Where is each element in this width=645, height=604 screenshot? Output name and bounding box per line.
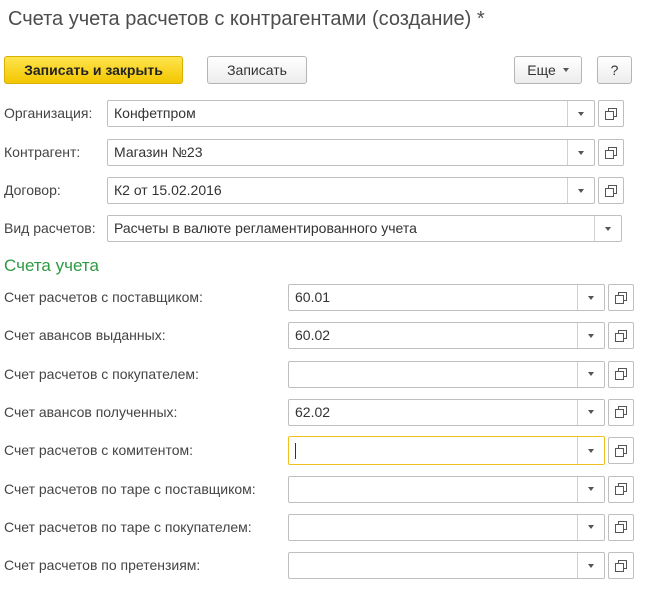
field-label: Счет расчетов с комитентом: bbox=[4, 442, 193, 459]
open-button[interactable] bbox=[608, 552, 634, 580]
field-value: Конфетпром bbox=[114, 105, 196, 121]
dropdown-button[interactable] bbox=[577, 399, 604, 425]
open-icon bbox=[615, 368, 627, 381]
field-label: Счет авансов выданных: bbox=[4, 327, 166, 344]
input-field[interactable] bbox=[288, 360, 605, 388]
save-close-button[interactable]: Записать и закрыть bbox=[4, 56, 183, 84]
open-button[interactable] bbox=[608, 398, 634, 426]
dropdown-button[interactable] bbox=[577, 361, 604, 387]
field-label: Счет расчетов с поставщиком: bbox=[4, 289, 203, 305]
input-field[interactable]: Расчеты в валюте регламентированного уче… bbox=[107, 215, 622, 242]
open-icon bbox=[615, 444, 627, 457]
dropdown-button[interactable] bbox=[577, 285, 604, 310]
input-field[interactable] bbox=[288, 513, 605, 541]
help-button[interactable]: ? bbox=[597, 56, 632, 84]
dropdown-button[interactable] bbox=[577, 553, 604, 579]
open-button[interactable] bbox=[608, 475, 634, 503]
more-button[interactable]: Еще bbox=[514, 56, 582, 84]
input-field[interactable]: 60.01 bbox=[288, 284, 605, 311]
field-label: Контрагент: bbox=[4, 144, 81, 160]
dropdown-button[interactable] bbox=[567, 140, 594, 165]
save-button[interactable]: Записать bbox=[207, 56, 307, 84]
input-field[interactable]: 60.02 bbox=[288, 322, 605, 350]
form-title: Счета учета расчетов с контрагентами (со… bbox=[8, 8, 485, 30]
field-value: Расчеты в валюте регламентированного уче… bbox=[114, 220, 417, 236]
open-icon bbox=[615, 483, 627, 495]
dropdown-button[interactable] bbox=[567, 101, 594, 126]
input-field[interactable] bbox=[288, 552, 605, 580]
dropdown-button[interactable] bbox=[577, 437, 604, 465]
field-value: К2 от 15.02.2016 bbox=[114, 182, 222, 198]
field-value: 62.02 bbox=[295, 403, 331, 420]
open-icon bbox=[615, 406, 627, 419]
open-icon bbox=[615, 559, 627, 572]
open-button[interactable] bbox=[598, 100, 624, 127]
field-label: Организация: bbox=[4, 105, 93, 121]
open-button[interactable] bbox=[598, 139, 624, 166]
dropdown-button[interactable] bbox=[577, 476, 604, 502]
input-field[interactable]: Конфетпром bbox=[107, 100, 595, 127]
field-value: 60.01 bbox=[295, 289, 331, 305]
open-icon bbox=[605, 146, 617, 159]
section-title: Счета учета bbox=[4, 256, 99, 275]
open-icon bbox=[615, 329, 627, 342]
field-label: Счет расчетов по претензиям: bbox=[4, 557, 201, 574]
input-field[interactable]: Магазин №23 bbox=[107, 139, 595, 166]
open-icon bbox=[615, 521, 627, 534]
open-button[interactable] bbox=[608, 284, 634, 311]
field-label: Счет расчетов с покупателем: bbox=[4, 365, 199, 382]
input-field[interactable] bbox=[288, 436, 605, 466]
field-label: Счет расчетов по таре с поставщиком: bbox=[4, 480, 256, 497]
input-field[interactable]: К2 от 15.02.2016 bbox=[107, 177, 595, 204]
dropdown-button[interactable] bbox=[594, 216, 621, 241]
input-field[interactable] bbox=[288, 475, 605, 503]
field-label: Вид расчетов: bbox=[4, 220, 96, 236]
open-button[interactable] bbox=[608, 437, 634, 465]
open-button[interactable] bbox=[608, 513, 634, 541]
field-label: Счет авансов полученных: bbox=[4, 403, 178, 420]
dropdown-button[interactable] bbox=[577, 323, 604, 349]
dropdown-button[interactable] bbox=[577, 514, 604, 540]
more-label: Еще bbox=[527, 62, 556, 78]
input-field[interactable]: 62.02 bbox=[288, 398, 605, 426]
dropdown-button[interactable] bbox=[567, 178, 594, 203]
open-button[interactable] bbox=[608, 360, 634, 388]
open-icon bbox=[605, 184, 617, 197]
open-icon bbox=[605, 107, 617, 120]
open-button[interactable] bbox=[608, 322, 634, 350]
field-value: Магазин №23 bbox=[114, 144, 203, 160]
more-arrow bbox=[562, 68, 569, 72]
open-icon bbox=[615, 291, 627, 304]
field-label: Договор: bbox=[4, 182, 61, 198]
field-label: Счет расчетов по таре с покупателем: bbox=[4, 518, 252, 535]
text-cursor bbox=[295, 443, 296, 460]
open-button[interactable] bbox=[598, 177, 624, 204]
field-value: 60.02 bbox=[295, 327, 331, 344]
